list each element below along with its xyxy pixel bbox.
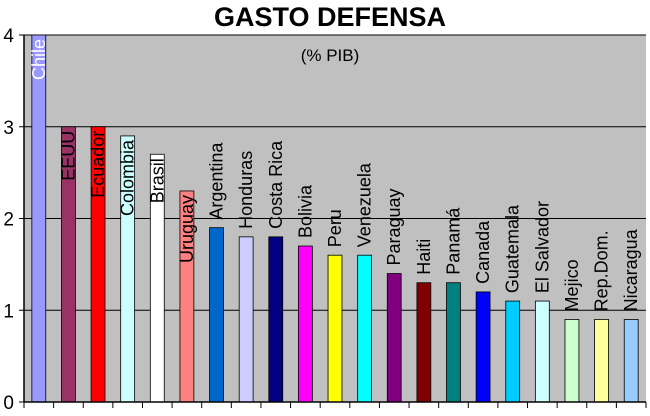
y-tick-label: 2 [3, 210, 14, 231]
chart-title: GASTO DEFENSA [214, 2, 446, 32]
category-label: Mejico [562, 259, 582, 311]
chart-subtitle: (% PIB) [301, 46, 360, 65]
category-label: Rep.Dom. [592, 230, 612, 311]
category-label: Uruguay [177, 195, 197, 263]
category-label: Argentina [207, 142, 227, 220]
axes [19, 34, 647, 408]
category-label: Bolivia [295, 184, 315, 238]
category-label: Honduras [236, 151, 256, 229]
bar-bolivia [298, 245, 313, 403]
bar-mejico [564, 319, 580, 403]
bar-costa-rica [268, 236, 284, 403]
category-label: Colombia [118, 139, 138, 216]
category-label: Canada [473, 220, 493, 284]
category-label: Ecuador [88, 131, 108, 198]
y-tick-label: 4 [3, 26, 14, 47]
bar-rep-dom- [594, 319, 609, 403]
category-label: EEUU [58, 131, 78, 181]
bar-honduras [238, 236, 254, 403]
category-label: Nicaragua [621, 228, 641, 311]
bar-el-salvador [534, 300, 550, 403]
bar-nicaragua [623, 319, 639, 403]
bar-paraguay [386, 273, 402, 403]
category-label: Venezuela [355, 162, 375, 247]
bar-guatemala [505, 300, 521, 403]
bar-chile [31, 34, 47, 403]
category-label: Peru [325, 209, 345, 247]
bar-haiti [416, 282, 432, 403]
category-label: Paraguay [384, 188, 404, 265]
bar-argentina [209, 227, 224, 403]
bar-venezuela [357, 254, 372, 403]
y-tick-label: 1 [3, 301, 14, 322]
bar-labels: Chile EEUU Ecuador Colombia Brasil Uruguay Arg… [29, 39, 641, 311]
bar-panam- [446, 282, 461, 403]
y-axis-tick-labels: 0 1 2 3 4 [3, 26, 14, 414]
bars [31, 34, 639, 403]
bar-canada [475, 291, 491, 403]
category-label: Haiti [414, 239, 434, 275]
category-label: El Salvador [532, 201, 552, 293]
category-label: Guatemala [503, 204, 523, 293]
y-tick-label: 3 [3, 118, 14, 139]
category-label: Chile [29, 39, 49, 80]
y-tick-label: 0 [3, 393, 14, 414]
category-label: Costa Rica [266, 140, 286, 229]
bar-peru [327, 254, 343, 403]
category-label: Panamá [443, 207, 463, 275]
category-label: Brasil [147, 158, 167, 203]
